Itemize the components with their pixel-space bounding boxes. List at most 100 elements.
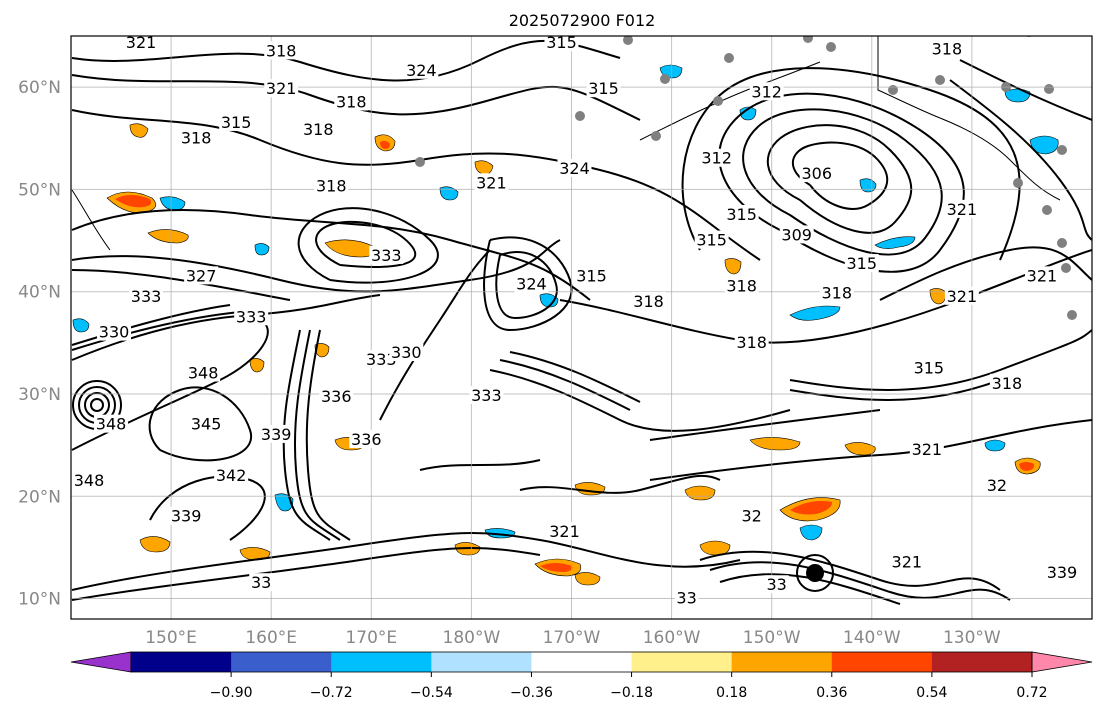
coastline-segment <box>877 36 1061 201</box>
contour-label: 348 <box>188 364 219 383</box>
contour-label: 309 <box>781 225 812 244</box>
contour-label-bg <box>264 41 299 60</box>
contour-label-bg <box>819 283 854 302</box>
contour-label: 318 <box>336 92 367 111</box>
contour-label: 306 <box>801 164 832 183</box>
contour-label-bg <box>314 176 349 195</box>
colorbar-segment <box>431 652 532 672</box>
contour-line <box>959 59 1092 121</box>
colorbar-segment <box>831 652 933 672</box>
contour-label: 33 <box>251 573 271 592</box>
colorbar-tick-label: −0.36 <box>510 685 553 701</box>
contour-line <box>149 475 266 541</box>
lon-tick-label: 170°E <box>345 628 397 648</box>
contour-label: 333 <box>366 350 397 369</box>
contour-label: 315 <box>576 266 607 285</box>
contour-label: 333 <box>131 287 162 306</box>
contour-label: 315 <box>696 231 727 250</box>
contour-label: 330 <box>391 343 422 362</box>
contour-line <box>649 419 1092 481</box>
contour-line <box>379 249 491 421</box>
contour-line <box>499 359 631 411</box>
lat-tick-label: 10°N <box>18 590 61 610</box>
contour-line <box>419 459 541 471</box>
station-marker <box>575 111 585 121</box>
contour-line <box>148 386 253 462</box>
lon-tick-label: 180°W <box>443 628 501 648</box>
contour-label-bg <box>724 276 759 295</box>
contour-ring <box>806 564 824 582</box>
contour-label-bg <box>334 92 369 111</box>
shade-patch-orange <box>574 572 601 586</box>
shade-patch-orange <box>699 540 731 556</box>
contour-line <box>879 246 1092 301</box>
shade-patch-blue <box>159 196 186 211</box>
station-marker <box>888 85 898 95</box>
shade-patch-orange <box>749 437 801 451</box>
contour-line <box>649 409 881 441</box>
contour-label-bg <box>124 36 159 52</box>
contour-label-bg <box>214 465 249 484</box>
station-marker <box>651 131 661 141</box>
contour-line <box>519 474 721 494</box>
contour-label-bg <box>369 245 404 264</box>
shade-patch-blue <box>274 493 294 512</box>
contour-label: 333 <box>471 386 502 405</box>
contour-label-bg <box>944 199 979 218</box>
contour-line <box>495 251 558 320</box>
shade-patch-blue <box>984 439 1006 452</box>
contour-label: 318 <box>266 41 297 60</box>
contour-label-bg <box>989 373 1024 392</box>
shade-patch-orange <box>129 123 149 138</box>
contour-label-bg <box>259 424 294 443</box>
contour-label: 321 <box>947 200 978 219</box>
contour-label: 318 <box>633 292 664 311</box>
contour-label-bg <box>474 173 509 192</box>
shade-patch-red <box>790 501 832 515</box>
colorbar-tick-label: 0.36 <box>816 685 847 701</box>
contour-line <box>709 561 1011 601</box>
contour-label-bg <box>557 158 592 177</box>
contour-label-bg <box>1044 562 1079 581</box>
contour-label: 318 <box>316 176 347 195</box>
contour-label: 318 <box>736 333 767 352</box>
contour-label-bg <box>799 164 834 183</box>
contour-line <box>71 311 241 351</box>
contour-label-bg <box>404 60 439 79</box>
lon-tick-label: 150°E <box>145 628 197 648</box>
contour-label-bg <box>129 286 164 305</box>
contour-label-bg <box>169 506 204 525</box>
contour-label: 321 <box>892 553 923 572</box>
contour-label-bg <box>349 430 384 449</box>
contour-label-bg <box>301 120 336 139</box>
shade-patch-orange <box>139 536 171 553</box>
lon-tick-label: 170°W <box>543 628 601 648</box>
contour-label: 315 <box>726 205 757 224</box>
contour-label-bg <box>694 230 729 249</box>
contour-label: 315 <box>914 358 945 377</box>
contour-label-bg <box>544 36 579 52</box>
latitude-axis: 60°N 50°N 40°N 30°N 20°N 10°N <box>18 78 61 609</box>
contour-label-bg <box>264 79 299 98</box>
contour-label-bg <box>186 363 221 382</box>
contour-line <box>71 269 291 301</box>
contour-label: 336 <box>351 430 382 449</box>
contour-label-bg <box>699 148 734 167</box>
colorbar-tick-label: 0.72 <box>1016 685 1047 701</box>
contour-label: 327 <box>186 266 217 285</box>
colorbar-tick-label: −0.54 <box>410 685 453 701</box>
contour-label: 333 <box>371 246 402 265</box>
contour-label: 315 <box>221 113 252 132</box>
longitude-axis: 150°E 160°E 170°E 180°W 170°W 160°W 150°W 140°W… <box>145 628 1001 648</box>
contour-line <box>305 329 351 541</box>
contour-line <box>71 209 591 301</box>
shade-patch-blue <box>72 318 90 333</box>
contour-line <box>742 108 943 256</box>
colorbar-segment <box>331 652 432 672</box>
contour-label: 318 <box>726 277 757 296</box>
contour-label: 318 <box>181 128 212 147</box>
contour-label-bg <box>469 386 504 405</box>
contour-line <box>293 329 341 541</box>
contour-label: 324 <box>406 61 437 80</box>
